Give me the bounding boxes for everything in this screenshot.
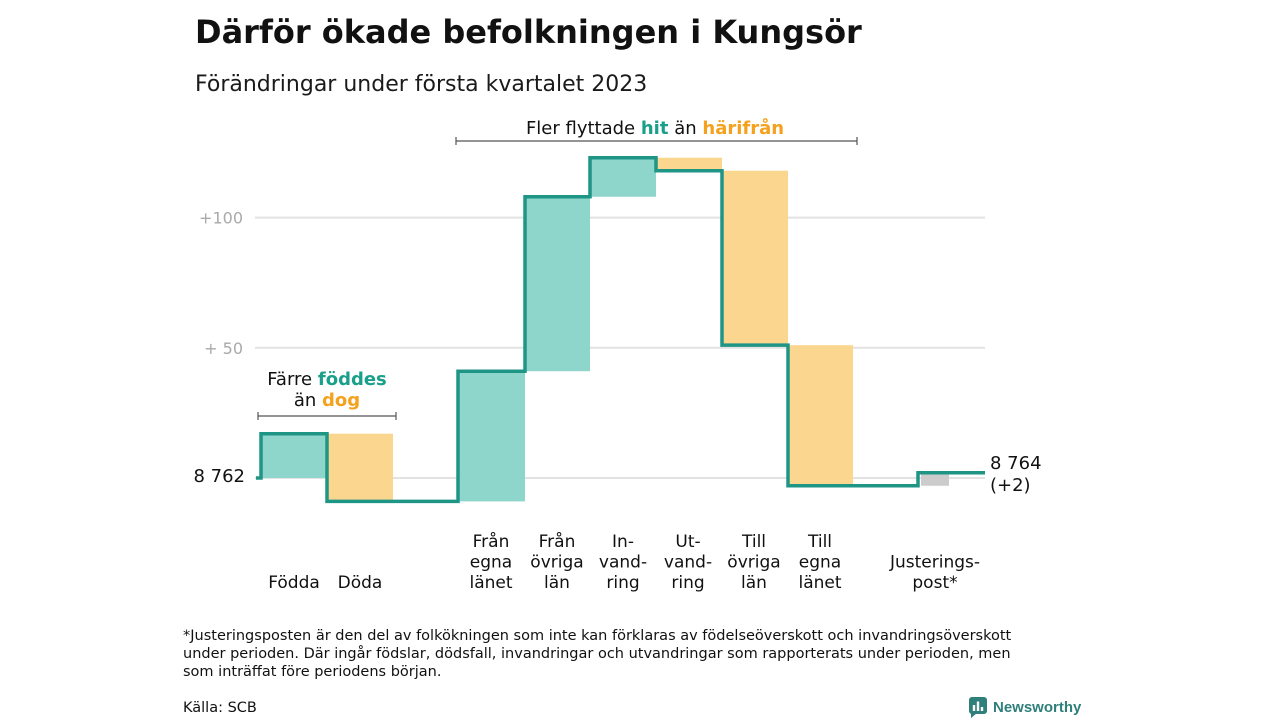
annotation-word: Fler flyttade [526,118,635,139]
annotation-births-line: Färre föddes [267,369,387,390]
end-value-label: 8 764 [990,453,1042,474]
bar-doda [327,433,393,502]
chart-title: Därför ökade befolkningen i Kungsör [195,13,862,51]
bar-in-vand-ring [590,157,656,197]
category-label: Från [539,531,576,552]
annotation-word: dog [322,390,360,411]
annotation-word: Färre [267,369,312,390]
footnote-line: *Justeringsposten är den del av folkökni… [183,628,1012,644]
category-label: post* [912,573,957,593]
bar-till-egna-lanet [788,345,853,486]
category-label: län [544,573,570,593]
annotation-bracket [257,412,397,420]
annotation-word: än [294,390,316,411]
category-label: vand- [599,553,647,573]
category-label: In- [612,532,634,552]
category-label: länet [798,573,841,593]
category-label: Justerings- [889,553,980,573]
category-label: ring [671,573,704,593]
start-value-label: 8 762 [193,466,245,487]
annotation-births-line: än dog [294,390,360,411]
y-axis-tick-labels: + 50 +100 [199,209,243,358]
chart-subtitle: Förändringar under första kvartalet 2023 [195,72,648,97]
annotation-word: hit [641,118,669,139]
bar-justerings-post [921,472,949,486]
source-label: Källa: SCB [183,700,257,716]
category-label: vand- [664,553,712,573]
category-label: Till [741,532,766,552]
bar-ut-vand-ring [656,157,722,171]
bar-fran-ovriga-lan [525,196,590,372]
annotation-word: härifrån [702,117,784,139]
category-label: Födda [268,573,320,593]
footnote-line: som inträffat före periodens början. [183,664,442,680]
category-label: ring [606,573,639,593]
category-label: Döda [338,573,383,593]
annotation-word: föddes [318,369,387,390]
annotation-word: än [674,118,696,139]
cumulative-population-line [256,155,985,504]
logo-text: Newsworthy [993,698,1082,716]
footnote: *Justeringsposten är den del av folkökni… [183,627,1011,681]
category-label: egna [799,553,841,573]
bar-fodda [261,433,327,478]
end-change-label: (+2) [990,475,1031,496]
bar-till-ovriga-lan [722,170,788,346]
annotation-migration-line: Fler flyttade hit än härifrån [526,117,784,139]
category-label: Till [807,532,832,552]
bar-chart-bubble-icon [969,696,987,718]
annotation-migration: Fler flyttade hit än härifrån [455,117,858,145]
newsworthy-logo: Newsworthy [969,696,1081,718]
category-labels: Födda DödaFrånegnalänetFrånövrigalänIn-va… [268,531,980,593]
category-label: övriga [727,553,780,573]
category-label: egna [470,553,512,573]
bar-fran-egna-lanet [458,371,525,502]
category-label: övriga [530,553,583,573]
category-label: län [741,573,767,593]
category-label: länet [469,573,512,593]
category-label: Från [473,531,510,552]
annotation-bracket [455,137,858,145]
category-label: Ut- [675,532,700,552]
footnote-line: under perioden. Där ingår födslar, dödsf… [183,646,1011,662]
y-tick-label: +100 [199,209,243,228]
bars [261,157,949,502]
y-tick-label: + 50 [204,339,243,358]
